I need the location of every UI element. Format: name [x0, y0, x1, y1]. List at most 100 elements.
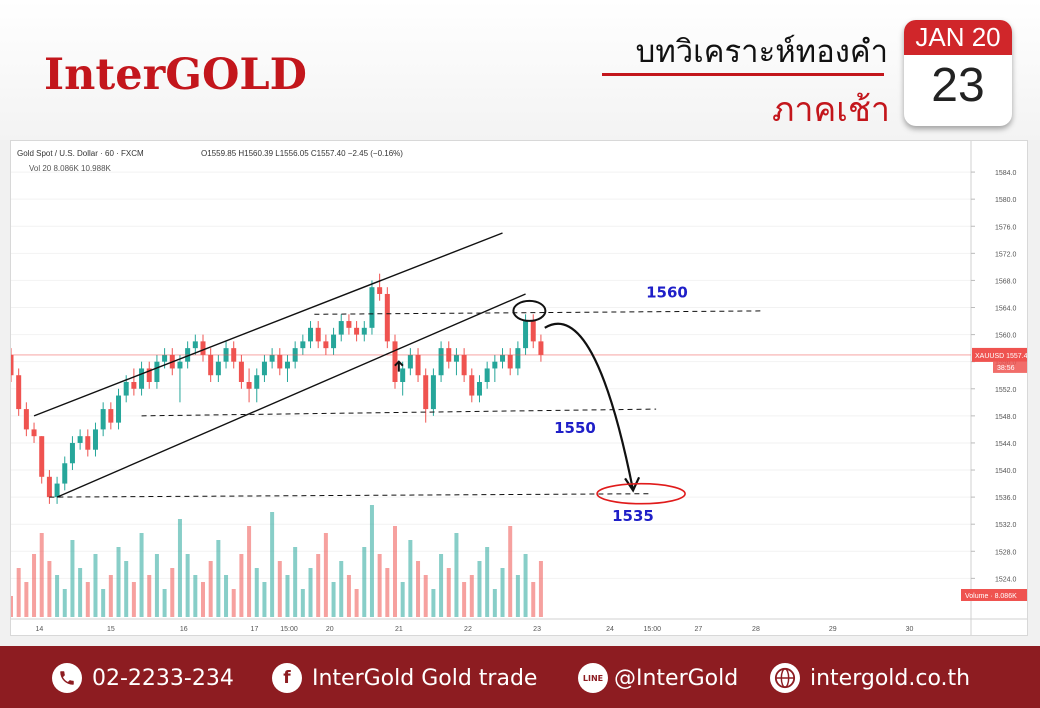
volume-bar: [538, 561, 543, 617]
phone-icon: [52, 663, 82, 693]
y-tick-label: 1584.0: [995, 170, 1017, 177]
y-tick-label: 1528.0: [995, 549, 1017, 556]
volume-bar: [139, 533, 144, 617]
volume-bar: [354, 589, 359, 617]
volume-bar: [485, 547, 490, 617]
x-tick-label: 28: [752, 626, 760, 633]
volume-bar: [523, 554, 528, 617]
x-tick-label: 15:00: [644, 626, 662, 633]
footer-web[interactable]: intergold.co.th: [770, 662, 970, 694]
volume-bar: [247, 526, 252, 617]
x-tick-label: 20: [326, 626, 334, 633]
candle-body: [407, 354, 413, 369]
volume-bar: [362, 547, 367, 617]
volume-bar: [116, 547, 121, 617]
candle-body: [384, 293, 390, 342]
volume-bar: [400, 582, 405, 617]
volume-bar: [93, 554, 98, 617]
candle-body: [346, 321, 352, 328]
candle-body: [39, 436, 45, 477]
candle-body: [538, 341, 544, 355]
volume-bar: [531, 582, 536, 617]
candle-body: [177, 361, 183, 369]
candle-body: [530, 321, 536, 342]
footer-facebook[interactable]: f InterGold Gold trade: [272, 662, 537, 694]
y-tick-label: 1568.0: [995, 278, 1017, 285]
volume-bar: [293, 547, 298, 617]
candle-body: [246, 382, 252, 389]
volume-bar: [201, 582, 205, 617]
candle-body: [523, 321, 529, 349]
y-tick-label: 1560.0: [995, 333, 1017, 340]
volume-bar: [131, 582, 136, 617]
volume-bar: [39, 533, 44, 617]
volume-bar: [277, 561, 282, 617]
volume-bar: [477, 561, 482, 617]
volume-bar: [216, 540, 221, 617]
candle-body: [400, 368, 406, 382]
candle-body: [507, 354, 513, 369]
y-tick-label: 1580.0: [995, 197, 1017, 204]
channel-lower-line: [56, 293, 526, 498]
candle-body: [500, 354, 506, 362]
volume-bar: [300, 589, 305, 617]
volume-bar: [446, 568, 451, 617]
y-tick-label: 1524.0: [995, 576, 1017, 583]
volume-bar: [515, 575, 520, 617]
calendar-month: JAN 20: [904, 20, 1012, 55]
candle-body: [77, 436, 83, 443]
volume-bar: [508, 526, 513, 617]
candle-body: [284, 361, 290, 369]
volume-bar: [285, 575, 290, 617]
volume-bar: [85, 582, 90, 617]
projection-arrow: [544, 322, 635, 491]
volume-bar: [78, 568, 83, 617]
volume-bar: [377, 554, 382, 617]
candle-body: [16, 375, 22, 410]
candle-body: [492, 361, 498, 369]
candle-body: [146, 368, 152, 382]
volume-badge-text: Volume · 8.086K: [965, 593, 1017, 600]
candle-body: [215, 361, 221, 376]
symbol-line: Gold Spot / U.S. Dollar · 60 · FXCM: [17, 149, 144, 158]
footer-phone[interactable]: 02-2233-234: [52, 662, 234, 694]
y-axis: 1584.0 1580.0 1576.0 1572.0 1568.0 1564.0 1560…: [961, 170, 1027, 601]
volume-legend: Vol 20 8.086K 10.988K: [29, 164, 112, 173]
dashed-level-line: [314, 310, 764, 315]
candle-body: [69, 442, 75, 464]
y-tick-label: 1540.0: [995, 468, 1017, 475]
level-label-1550: 1550: [554, 419, 596, 437]
candle-body: [23, 409, 29, 430]
footer-line[interactable]: LINE @InterGold: [578, 662, 738, 694]
volume-bar: [500, 568, 505, 617]
volume-badge: [961, 589, 1027, 601]
volume-bar: [70, 540, 75, 617]
candle-body: [461, 354, 467, 376]
y-tick-label: 1572.0: [995, 251, 1017, 258]
candle-body: [453, 354, 459, 362]
x-tick-label: 16: [180, 626, 188, 633]
brand-logo: InterGOLD: [44, 50, 307, 100]
candle-body: [430, 375, 436, 410]
candle-body: [131, 382, 137, 389]
volume-bar: [346, 575, 351, 617]
phone-number: 02-2233-234: [92, 665, 234, 691]
volume-bar: [193, 575, 198, 617]
volume-bar: [462, 582, 467, 617]
projection-arrowhead: [624, 476, 641, 493]
candle-body: [100, 409, 106, 430]
x-axis: 14 15 16 17 15:00 20 21 22 23 24 15:00 27 28 29 30: [36, 626, 914, 633]
header-background: [0, 0, 1040, 140]
volume-bar: [231, 589, 236, 617]
volume-bar: [170, 568, 175, 617]
volume-bar: [147, 575, 152, 617]
candle-body: [108, 409, 114, 423]
candlestick-chart: 1584.0 1580.0 1576.0 1572.0 1568.0 1564.0 1560…: [11, 141, 1027, 635]
candle-body: [377, 287, 383, 294]
level-labels: 1560 1550 1535: [554, 283, 688, 524]
x-tick-label: 17: [251, 626, 259, 633]
volume-bar: [416, 561, 421, 617]
candle-body: [123, 382, 129, 396]
level-label-1560: 1560: [646, 283, 688, 301]
candle-body: [11, 354, 14, 376]
